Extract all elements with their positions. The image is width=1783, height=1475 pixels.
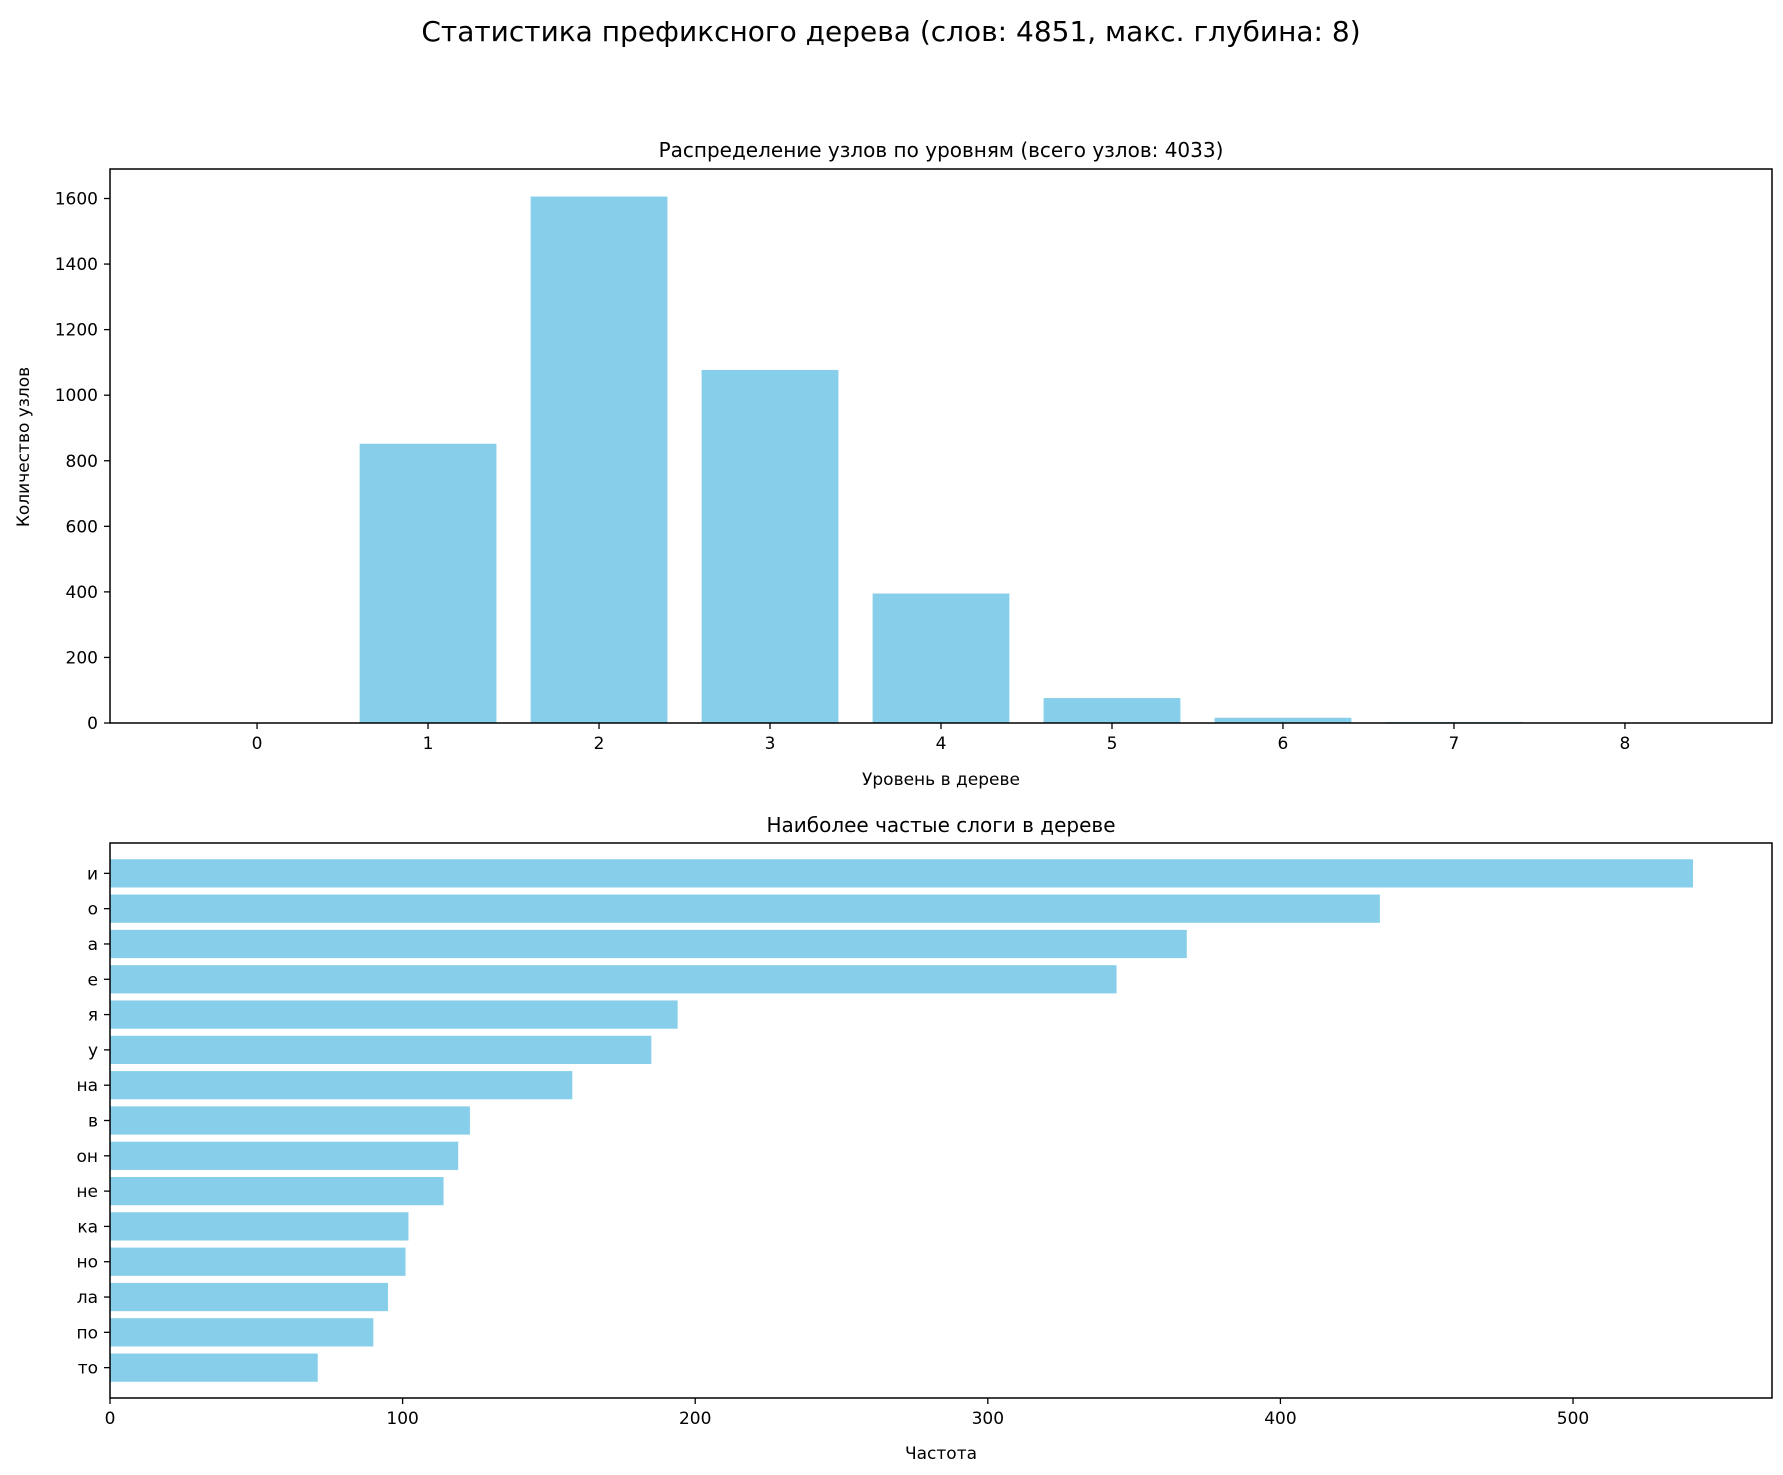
level-bar-5 [1043, 698, 1181, 723]
y-tick-label: 400 [66, 583, 98, 603]
syllable-label: ла [77, 1288, 98, 1308]
x-tick-label: 8 [1620, 734, 1631, 754]
syllable-bar [110, 929, 1187, 959]
y-tick-label: 800 [66, 452, 98, 472]
syllable-label: но [76, 1253, 98, 1273]
x-tick-label: 5 [1107, 734, 1118, 754]
syllable-label: е [88, 970, 98, 990]
level-bar-3 [701, 369, 839, 723]
syllable-label: на [76, 1076, 98, 1096]
y-tick-label: 200 [66, 648, 98, 668]
levels-chart-ylabel: Количество узлов [14, 367, 34, 527]
syllable-bar [110, 1318, 374, 1347]
y-tick-label: 1400 [55, 255, 98, 275]
x-tick-label: 300 [972, 1409, 1004, 1429]
x-tick-label: 500 [1557, 1409, 1589, 1429]
syllable-bar [110, 1212, 409, 1241]
syllable-label: у [88, 1041, 98, 1061]
syllable-label: он [76, 1147, 98, 1167]
syllable-label: в [88, 1112, 98, 1132]
syllable-bar [110, 1176, 444, 1206]
x-tick-label: 0 [252, 734, 263, 754]
syllables-chart: Наиболее частые слоги в дереве Частота и… [76, 813, 1773, 1464]
y-tick-label: 1000 [55, 386, 98, 406]
syllable-label: не [76, 1182, 98, 1202]
figure-title: Статистика префиксного дерева (слов: 485… [421, 15, 1360, 48]
x-tick-label: 7 [1449, 734, 1460, 754]
syllable-bar [110, 1353, 318, 1382]
x-tick-label: 1 [423, 734, 434, 754]
syllable-label: то [78, 1359, 98, 1379]
syllables-chart-frame [109, 842, 1773, 1399]
levels-chart-xlabel: Уровень в дереве [862, 770, 1020, 790]
x-tick-label: 4 [936, 734, 947, 754]
x-tick-label: 0 [105, 1409, 116, 1429]
syllable-bar [110, 859, 1693, 888]
x-tick-label: 200 [679, 1409, 711, 1429]
levels-chart: Распределение узлов по уровням (всего уз… [14, 138, 1773, 790]
x-tick-label: 3 [765, 734, 776, 754]
syllable-bar [110, 1035, 652, 1065]
y-tick-label: 1600 [55, 190, 98, 210]
syllable-label: и [87, 864, 98, 884]
syllable-label: а [88, 935, 98, 955]
level-bar-2 [530, 196, 668, 724]
x-tick-label: 6 [1278, 734, 1289, 754]
syllable-bar [110, 1000, 678, 1029]
syllable-bar [110, 1282, 388, 1312]
syllable-label: я [88, 1006, 98, 1026]
syllable-bar [110, 1071, 573, 1100]
level-bar-4 [872, 593, 1010, 723]
syllable-bar [110, 1106, 470, 1135]
y-tick-label: 0 [87, 714, 98, 734]
syllables-chart-title: Наиболее частые слоги в дереве [766, 813, 1115, 837]
levels-chart-frame [109, 168, 1773, 724]
y-tick-label: 600 [66, 517, 98, 537]
syllable-bar [110, 894, 1380, 923]
syllables-chart-xlabel: Частота [905, 1444, 977, 1464]
syllable-label: ка [77, 1217, 98, 1237]
x-tick-label: 2 [594, 734, 605, 754]
level-bar-6 [1214, 717, 1352, 723]
level-bar-1 [359, 443, 497, 723]
x-tick-label: 100 [386, 1409, 418, 1429]
levels-chart-title: Распределение узлов по уровням (всего уз… [659, 138, 1224, 162]
y-tick-label: 1200 [55, 321, 98, 341]
x-tick-label: 400 [1264, 1409, 1296, 1429]
syllable-bar [110, 965, 1117, 994]
syllable-bar [110, 1247, 406, 1276]
syllable-bar [110, 1141, 459, 1170]
syllable-label: по [76, 1323, 98, 1343]
syllable-label: о [88, 900, 98, 920]
